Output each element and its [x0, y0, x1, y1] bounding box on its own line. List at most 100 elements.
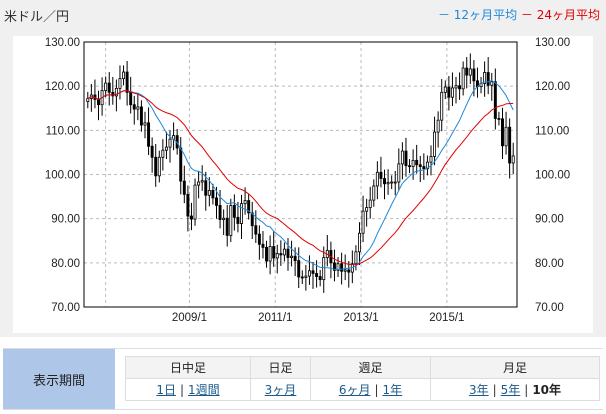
candle-down: [129, 91, 133, 106]
candle-down: [279, 253, 283, 256]
candle-up: [397, 163, 401, 183]
candle-up: [358, 232, 361, 253]
candle-down: [125, 71, 129, 93]
y-tick-right: 100.00: [535, 170, 570, 182]
candle-up: [454, 85, 458, 89]
legend: － 12ヶ月平均 － 24ヶ月平均: [438, 6, 600, 23]
y-tick-left: 70.00: [51, 302, 80, 314]
candle-up: [400, 150, 404, 165]
ma12-line: [87, 79, 514, 271]
candle-up: [268, 246, 272, 262]
group-daily: 日足: [250, 356, 311, 379]
candle-up: [368, 199, 372, 209]
candle-up: [118, 78, 122, 89]
candle-up: [207, 189, 211, 196]
candle-down: [182, 180, 186, 195]
candle-down: [497, 118, 501, 120]
candle-down: [232, 205, 236, 218]
candle-down: [150, 145, 154, 158]
candle-up: [114, 87, 118, 97]
candle-down: [286, 248, 290, 258]
candle-up: [490, 81, 494, 86]
period-label: 表示期間: [3, 349, 115, 409]
y-tick-left: 120.00: [45, 81, 80, 93]
candle-up: [304, 275, 308, 278]
candle-down: [132, 104, 136, 110]
candle-down: [211, 189, 215, 199]
link-6month[interactable]: 6ヶ月: [338, 383, 371, 397]
candle-up: [336, 263, 340, 271]
group-weekly: 週足: [310, 356, 431, 379]
link-3month[interactable]: 3ヶ月: [264, 383, 297, 397]
candle-up: [104, 82, 108, 91]
link-3year[interactable]: 3年: [468, 383, 489, 397]
candle-up: [429, 155, 433, 163]
candle-up: [433, 131, 437, 157]
legend-ma12: － 12ヶ月平均: [437, 8, 518, 22]
candle-up: [229, 205, 233, 236]
current-10year: 10年: [532, 383, 562, 397]
candle-up: [200, 180, 204, 183]
candle-down: [225, 217, 229, 236]
group-monthly: 月足: [430, 356, 600, 379]
link-5year[interactable]: 5年: [500, 383, 521, 397]
candle-up: [440, 91, 444, 121]
chart-title: 米ドル／円: [4, 10, 70, 25]
candle-up: [86, 98, 90, 103]
candle-up: [504, 126, 508, 147]
candle-up: [390, 181, 394, 184]
y-tick-left: 100.00: [45, 170, 80, 182]
candle-down: [315, 273, 319, 277]
candle-down: [465, 67, 469, 76]
y-tick-right: 120.00: [535, 81, 570, 93]
candle-down: [297, 260, 301, 278]
link-1year[interactable]: 1年: [382, 383, 403, 397]
candle-up: [222, 217, 226, 220]
candle-up: [157, 156, 161, 177]
candle-down: [265, 246, 269, 262]
candle-up: [240, 203, 243, 224]
candle-down: [508, 126, 512, 164]
candle-down: [189, 215, 193, 220]
candle-up: [425, 161, 429, 170]
separator: |: [374, 383, 379, 397]
candle-up: [168, 138, 172, 148]
candle-up: [511, 155, 515, 164]
candle-up: [375, 171, 379, 187]
ma24-line: [87, 90, 514, 266]
candle-down: [247, 200, 251, 214]
candle-up: [411, 159, 415, 167]
candle-up: [161, 149, 165, 158]
y-tick-right: 90.00: [535, 214, 564, 226]
y-tick-right: 80.00: [535, 258, 564, 270]
candle-up: [282, 248, 286, 256]
candle-down: [272, 246, 276, 259]
candle-down: [139, 106, 143, 126]
period-selector: 表示期間 日中足 日足 週足 月足 1日 | 1週間 3ヶ月 6ヶ月 | 1年 3年 | 5…: [3, 348, 603, 410]
candle-up: [436, 119, 440, 133]
candle-up: [322, 257, 326, 281]
candle-down: [404, 150, 408, 167]
candle-up: [290, 255, 294, 258]
candle-down: [379, 171, 383, 179]
candle-down: [458, 85, 462, 90]
x-tick-label: 2013/1: [343, 312, 378, 324]
candle-down: [254, 225, 258, 235]
y-tick-left: 110.00: [46, 125, 80, 137]
candle-down: [215, 197, 218, 206]
candle-down: [186, 193, 190, 217]
y-tick-left: 130.00: [45, 37, 80, 49]
candle-up: [450, 87, 454, 98]
link-1day[interactable]: 1日: [156, 383, 176, 397]
candle-up: [443, 86, 447, 93]
candle-up: [468, 68, 472, 76]
y-tick-right: 70.00: [535, 302, 564, 314]
candle-up: [361, 210, 365, 234]
candle-down: [111, 91, 115, 97]
candle-up: [461, 67, 465, 90]
separator: |: [179, 383, 185, 397]
candle-up: [143, 122, 147, 126]
candle-down: [493, 81, 497, 119]
candle-down: [300, 276, 304, 279]
link-1week[interactable]: 1週間: [188, 383, 220, 397]
